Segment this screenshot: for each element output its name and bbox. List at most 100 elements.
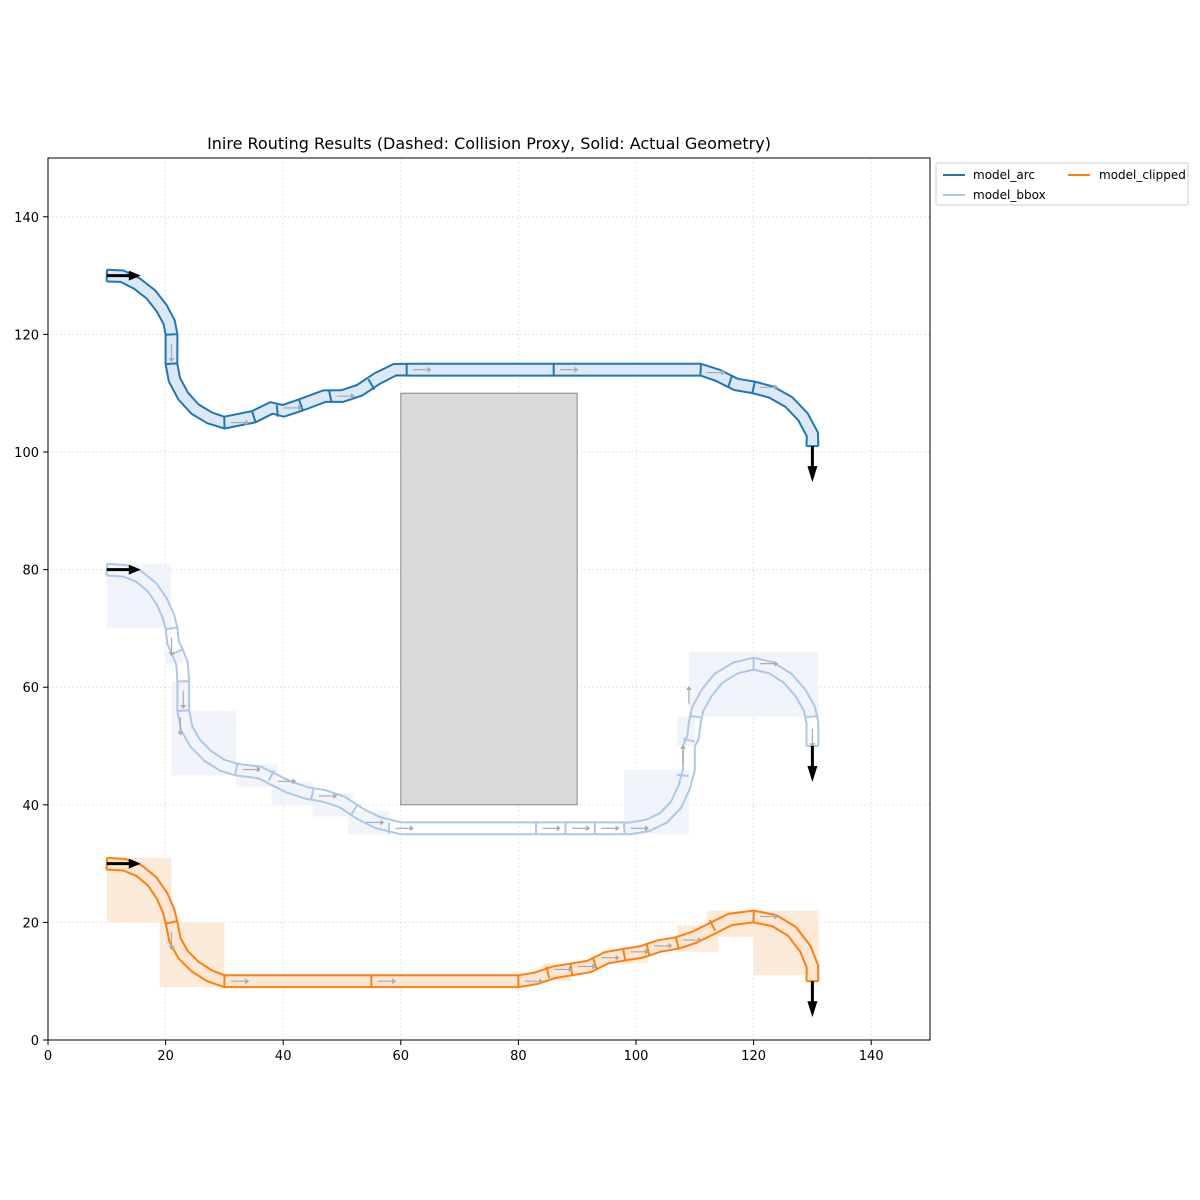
x-tick-label: 140 xyxy=(859,1049,884,1064)
collision-proxy-box xyxy=(171,681,190,711)
x-tick-label: 40 xyxy=(275,1049,292,1064)
segment-boundary xyxy=(234,763,239,776)
waveguide-edge-left xyxy=(106,868,808,989)
y-tick-label: 40 xyxy=(22,799,39,814)
y-tick-label: 60 xyxy=(22,681,39,696)
end-port-arrow-head xyxy=(807,466,818,483)
direction-arrow-head xyxy=(592,963,597,970)
segment-boundary xyxy=(165,362,178,366)
segment-boundary xyxy=(367,378,376,390)
waveguide-edge-right xyxy=(107,856,820,982)
segment-boundary xyxy=(165,626,178,631)
direction-arrow-head xyxy=(615,825,620,832)
segment-boundary xyxy=(688,714,701,719)
chart-title: Inire Routing Results (Dashed: Collision… xyxy=(207,134,771,153)
direction-arrow-head xyxy=(645,948,649,955)
segment-boundary xyxy=(267,769,275,782)
legend-label-model-clipped: model_clipped xyxy=(1099,168,1186,182)
segment-boundary xyxy=(727,375,733,388)
collision-proxy-box xyxy=(677,716,695,746)
end-port-arrow-head xyxy=(807,766,818,782)
collision-proxy-box xyxy=(624,769,689,835)
segment-boundary xyxy=(177,709,190,713)
segment-boundary xyxy=(806,715,819,719)
direction-arrow-head xyxy=(809,743,816,748)
segment-boundary xyxy=(349,805,358,817)
direction-arrow-head xyxy=(568,966,573,973)
direction-arrow-head xyxy=(680,744,686,749)
segment-boundary xyxy=(645,942,651,955)
segment-boundary xyxy=(275,404,279,417)
waveguide-body xyxy=(106,857,819,988)
segment-boundary xyxy=(328,390,333,403)
waveguide-edge-right xyxy=(107,562,820,824)
direction-arrow-head xyxy=(685,686,692,690)
x-tick-label: 0 xyxy=(44,1049,52,1064)
segment-boundary xyxy=(674,937,680,949)
direction-arrow-head xyxy=(180,705,187,709)
direction-arrow-head xyxy=(697,937,702,943)
direction-arrow-head xyxy=(774,660,779,667)
y-tick-label: 120 xyxy=(14,328,39,343)
segment-boundary xyxy=(592,957,598,970)
segment-boundary xyxy=(165,333,178,336)
axis-ticks: 0 20 40 60 80 100 120 140 0 20 40 60 80 100 120 140 xyxy=(14,211,883,1064)
direction-arrow-head xyxy=(245,978,250,985)
segment-boundary xyxy=(545,966,551,979)
direction-arrow-head xyxy=(721,369,726,376)
series-layer xyxy=(105,268,820,1018)
obstacle-layer xyxy=(400,392,578,806)
x-tick-label: 100 xyxy=(624,1049,649,1064)
end-port-arrow-head xyxy=(807,1001,818,1018)
x-tick-label: 60 xyxy=(393,1049,410,1064)
y-tick-label: 0 xyxy=(31,1034,39,1049)
y-tick-label: 80 xyxy=(22,564,39,579)
direction-arrow-head xyxy=(168,652,175,657)
collision-proxy-box xyxy=(271,781,313,805)
y-tick-label: 140 xyxy=(14,211,39,226)
start-port-arrow-head xyxy=(128,564,141,575)
direction-arrow-head xyxy=(177,731,184,736)
segment-boundary xyxy=(171,648,184,656)
segment-boundary xyxy=(708,919,716,932)
segment-boundary xyxy=(622,948,627,961)
direction-arrow-head xyxy=(586,825,591,832)
legend-label-model-arc: model_arc xyxy=(973,168,1035,182)
plot-frame xyxy=(47,157,931,1041)
waveguide-edge-right xyxy=(106,268,820,447)
x-tick-label: 80 xyxy=(510,1049,527,1064)
segment-boundary xyxy=(165,920,178,925)
x-tick-label: 120 xyxy=(741,1049,766,1064)
start-port-arrow-head xyxy=(128,270,141,281)
direction-arrow-head xyxy=(427,366,432,373)
direction-arrow-head xyxy=(574,366,579,373)
route-model_bbox xyxy=(105,562,820,836)
direction-arrow-head xyxy=(168,358,175,363)
legend-label-model-bbox: model_bbox xyxy=(973,188,1046,202)
direction-arrow-head xyxy=(774,384,779,391)
direction-arrow-head xyxy=(298,404,303,411)
legend: model_arc model_bbox model_clipped xyxy=(935,162,1189,206)
direction-arrow-head xyxy=(409,825,414,832)
legend-frame xyxy=(935,162,1189,206)
direction-arrow-head xyxy=(615,954,620,961)
segment-boundary xyxy=(251,410,257,423)
segment-boundary xyxy=(297,399,304,411)
segment-boundary xyxy=(751,381,756,394)
obstacle-block xyxy=(400,392,578,806)
direction-arrow-head xyxy=(645,825,649,832)
segment-boundary xyxy=(677,773,689,778)
direction-arrow-head xyxy=(351,393,355,400)
direction-arrow-head xyxy=(333,793,338,799)
y-tick-label: 20 xyxy=(22,916,39,931)
segment-boundary xyxy=(310,787,315,799)
direction-arrow-head xyxy=(380,819,385,826)
y-tick-label: 100 xyxy=(14,446,39,461)
x-tick-label: 20 xyxy=(157,1049,174,1064)
route-model_clipped xyxy=(105,856,820,1018)
segment-boundary xyxy=(622,822,626,835)
direction-arrow-head xyxy=(245,419,250,426)
direction-arrow-head xyxy=(392,978,397,985)
direction-arrow-head xyxy=(539,978,544,985)
